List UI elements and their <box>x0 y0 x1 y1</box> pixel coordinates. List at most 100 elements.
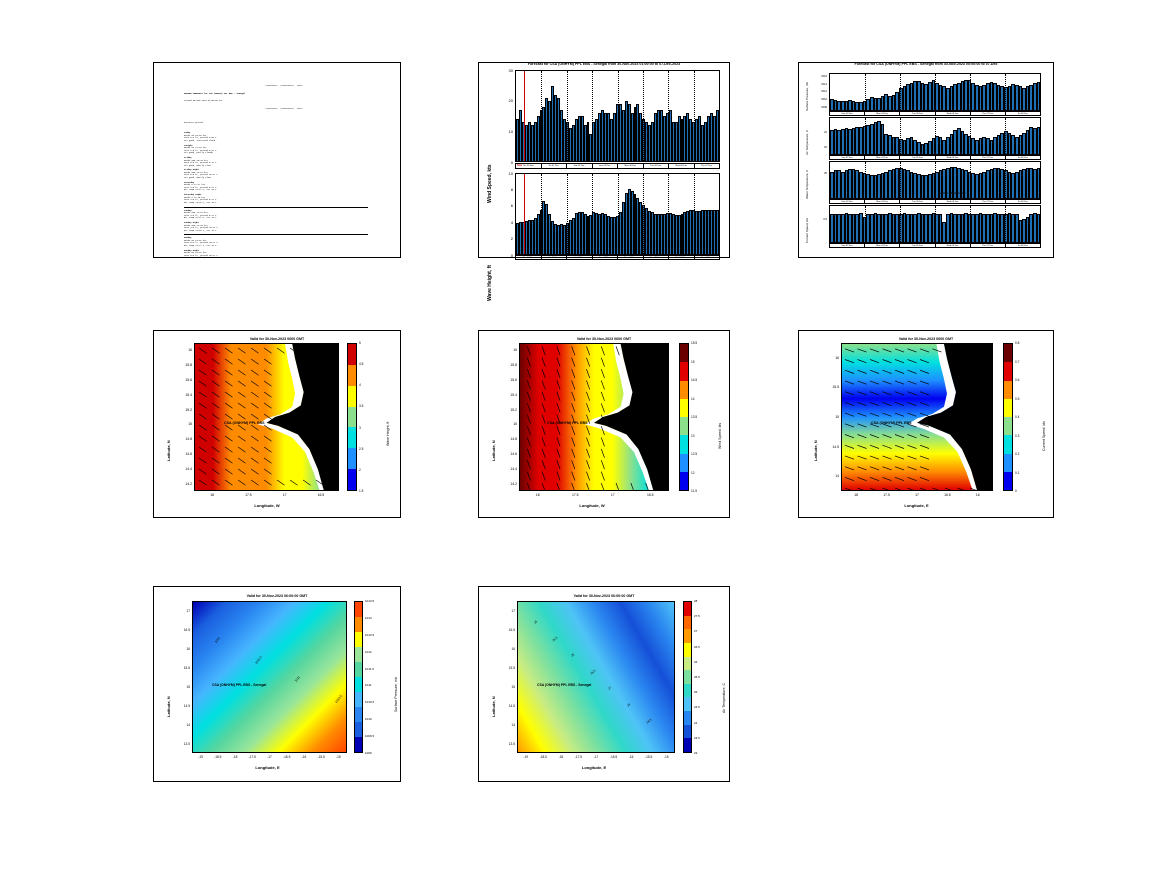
bar <box>873 175 878 198</box>
bar <box>956 82 961 110</box>
bar <box>891 136 896 154</box>
y-tick-label: 6 <box>510 203 513 209</box>
x-tick-label: -15 <box>663 755 669 759</box>
y-tick-label: 14 <box>835 474 839 479</box>
bar <box>536 214 540 254</box>
bar <box>618 211 622 254</box>
bar <box>884 133 888 154</box>
bar <box>583 214 587 254</box>
colorbar-segment <box>348 344 356 365</box>
day-label: Wed 06 Dec <box>936 112 971 115</box>
bar <box>949 213 954 242</box>
bar <box>551 221 555 254</box>
met-ocean-chart-title: Forecast for CSA (ONHYM) PPL EBS - Seneg… <box>854 62 998 66</box>
bar <box>610 217 613 254</box>
bar <box>712 116 716 161</box>
x-tick-label: 17.5 <box>245 493 252 497</box>
bar <box>1033 213 1037 242</box>
surface-pressure-map-panel: Valid for 30-Nov-2023 06:00:00 GMT Latit… <box>153 586 401 782</box>
bar <box>704 210 707 254</box>
y-tick-label: 20 <box>508 98 513 104</box>
day-label: Thu 07 Dec <box>971 156 1006 159</box>
y-tick-label: 15.5 <box>832 385 839 390</box>
colorbar-segment <box>684 656 691 671</box>
colorbar-segment <box>348 469 356 491</box>
bar <box>1007 85 1012 110</box>
bar <box>604 214 608 254</box>
colorbar-segment <box>348 448 356 470</box>
bar <box>978 138 983 154</box>
colorbar-tick-label: 13.5 <box>691 415 698 419</box>
gridline <box>864 118 866 154</box>
report-block: Tonight Winds NE 12-16 kts Seas 4-5 ft, pe… <box>184 144 384 155</box>
colorbar-tick-label: 0.8 <box>1015 341 1020 345</box>
day-label: Sun 03 Dec <box>830 200 866 203</box>
bar <box>855 102 859 110</box>
wind-speed-map-panel: Valid for 30-Nov-2023 0600 GMT Latitude,… <box>478 330 730 518</box>
colorbar-tick-label: 1012 <box>365 649 372 654</box>
colorbar-segment <box>680 435 688 454</box>
bar <box>1022 133 1026 154</box>
bar <box>530 125 534 161</box>
bar <box>993 168 997 198</box>
x-tick-label: 18 <box>210 493 215 497</box>
bar <box>1036 168 1041 198</box>
colorbar-tick-label: 15.5 <box>691 341 698 345</box>
bar-series <box>516 71 719 161</box>
bar <box>859 102 863 110</box>
colorbar-tick-label: 0.7 <box>1015 359 1020 364</box>
bar <box>1000 133 1004 154</box>
colorbar-segment <box>680 380 688 399</box>
y-tick-label: 15.5 <box>183 665 190 670</box>
x-tick-label: -15 <box>336 755 341 759</box>
bar <box>689 119 693 161</box>
current-speed-map-y-label: Latitude, N <box>813 440 818 461</box>
bar <box>560 110 563 161</box>
gridline <box>899 206 901 242</box>
colorbar-tick-label: 2.5 <box>359 446 364 451</box>
bar <box>833 170 838 198</box>
bar <box>913 139 917 154</box>
bar <box>580 116 584 161</box>
y-tick-label: 15.4 <box>510 392 517 397</box>
report-divider <box>184 206 368 208</box>
colorbar-tick-label: 4 <box>359 383 361 388</box>
bar <box>601 213 605 254</box>
wave-height-colorbar <box>347 343 357 491</box>
vector-arrows <box>844 348 992 490</box>
y-tick-label: 15 <box>513 422 517 427</box>
y-tick-label: 30 <box>508 67 513 73</box>
x-tick-label: -15.5 <box>645 755 653 759</box>
bar <box>873 122 878 154</box>
colorbar-tick-label: 28 <box>694 599 698 603</box>
bar <box>909 214 914 242</box>
report-block-line: Air Temp 23-25 C, SST 25 C <box>184 256 217 260</box>
bar <box>924 143 928 154</box>
colorbar-segment <box>355 707 362 722</box>
colorbar-tick-label: 25.5 <box>694 675 700 679</box>
x-tick-label: 17.5 <box>883 493 890 497</box>
bar <box>888 95 892 110</box>
y-tick-label: 15.6 <box>510 378 517 382</box>
bar <box>844 170 849 198</box>
bar <box>686 113 690 161</box>
wind-speed-day-axis: Thu 30 Nov Fri 01 Dec Sat 02 Dec Sun 03 Dec… <box>515 163 720 169</box>
wave-height-day-axis: Thu 30 Nov Fri 01 Dec Sat 02 Dec Sun 03 Dec… <box>515 255 720 260</box>
x-tick-label: -17 <box>267 755 272 759</box>
bar <box>840 101 845 110</box>
bar <box>931 213 936 242</box>
x-tick-label: 18 <box>854 493 859 497</box>
bar <box>686 210 690 254</box>
report-block: Friday Night Winds NNE 14-18 kts Seas 5-6 … <box>184 168 384 179</box>
bar <box>1033 169 1037 198</box>
bar <box>586 122 590 161</box>
bar <box>938 170 943 198</box>
colorbar-tick-label: 1013.5 <box>365 599 375 603</box>
day-label: Mon 04 Dec <box>865 244 901 247</box>
bar <box>859 126 863 154</box>
bar <box>869 97 874 110</box>
bar <box>953 166 957 198</box>
bar <box>1014 214 1019 242</box>
colorbar-tick-label: 1010.5 <box>365 700 375 705</box>
bar <box>709 210 713 254</box>
